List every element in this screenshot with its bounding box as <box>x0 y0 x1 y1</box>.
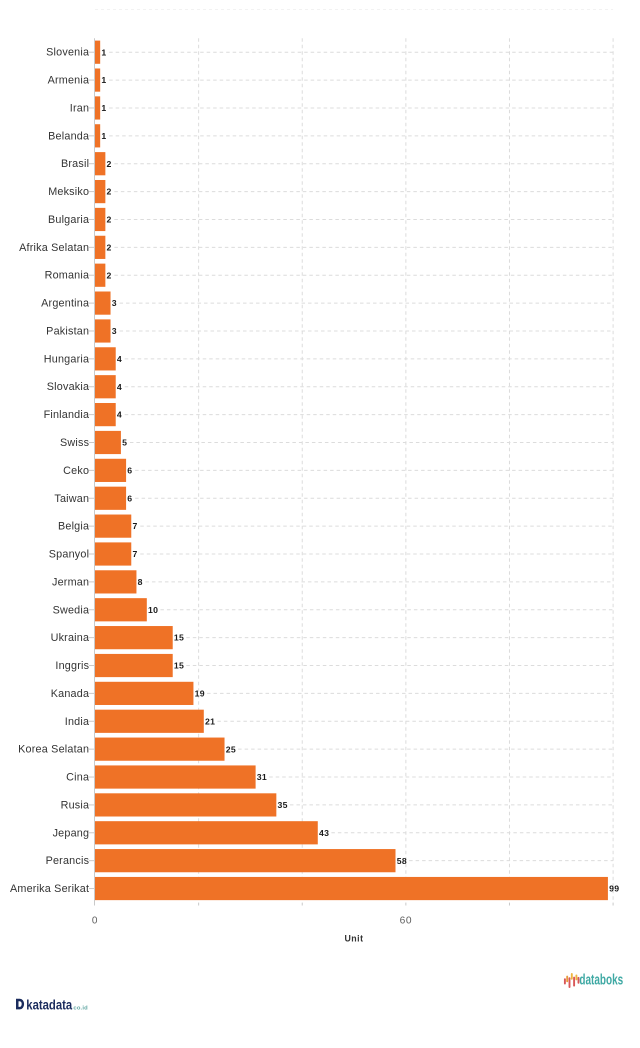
svg-text:31: 31 <box>257 772 267 782</box>
svg-text:2: 2 <box>107 242 112 252</box>
svg-text:2: 2 <box>107 215 112 225</box>
svg-text:katadata: katadata <box>26 997 72 1012</box>
svg-text:15: 15 <box>174 661 184 671</box>
svg-text:Hungaria: Hungaria <box>44 353 89 365</box>
svg-text:58: 58 <box>397 856 407 866</box>
svg-text:3: 3 <box>112 298 117 308</box>
svg-text:Iran: Iran <box>70 102 89 114</box>
svg-text:5: 5 <box>122 438 127 448</box>
svg-text:Cina: Cina <box>66 772 89 784</box>
svg-text:6: 6 <box>127 493 132 503</box>
svg-text:databoks: databoks <box>579 973 623 989</box>
svg-text:Kanada: Kanada <box>51 688 89 700</box>
svg-text:Meksiko: Meksiko <box>48 186 89 198</box>
svg-text:4: 4 <box>117 354 122 364</box>
svg-text:2: 2 <box>107 159 112 169</box>
svg-text:India: India <box>65 716 89 728</box>
svg-text:1: 1 <box>101 131 106 141</box>
svg-text:Unit: Unit <box>344 933 363 943</box>
svg-text:Taiwan: Taiwan <box>54 493 89 505</box>
svg-text:1: 1 <box>101 103 106 113</box>
svg-text:Armenia: Armenia <box>48 75 90 87</box>
svg-text:Swedia: Swedia <box>53 604 90 616</box>
svg-text:Jepang: Jepang <box>53 827 90 839</box>
svg-text:Belgia: Belgia <box>58 521 89 533</box>
svg-text:1: 1 <box>101 75 106 85</box>
svg-text:Slovakia: Slovakia <box>47 381 89 393</box>
svg-text:0: 0 <box>92 915 98 926</box>
svg-text:Rusia: Rusia <box>61 799 90 811</box>
svg-text:co.id: co.id <box>73 1005 88 1011</box>
svg-text:1: 1 <box>101 47 106 57</box>
svg-text:Inggris: Inggris <box>55 660 89 672</box>
svg-text:15: 15 <box>174 633 184 643</box>
svg-text:Pakistan: Pakistan <box>46 325 89 337</box>
svg-text:7: 7 <box>132 549 137 559</box>
svg-text:Korea Selatan: Korea Selatan <box>18 744 89 756</box>
svg-text:Ceko: Ceko <box>63 465 89 477</box>
svg-text:43: 43 <box>319 828 329 838</box>
svg-text:2: 2 <box>107 187 112 197</box>
svg-text:Slovenia: Slovenia <box>46 47 89 59</box>
svg-text:10: 10 <box>148 605 158 615</box>
svg-text:8: 8 <box>138 577 143 587</box>
svg-text:60: 60 <box>400 915 413 926</box>
svg-text:7: 7 <box>132 521 137 531</box>
svg-text:6: 6 <box>127 465 132 475</box>
svg-text:4: 4 <box>117 410 122 420</box>
svg-text:Brasil: Brasil <box>61 158 89 170</box>
svg-text:2: 2 <box>107 270 112 280</box>
svg-text:Swiss: Swiss <box>60 437 90 449</box>
svg-text:Argentina: Argentina <box>41 298 89 310</box>
svg-text:Afrika Selatan: Afrika Selatan <box>19 242 89 254</box>
svg-text:35: 35 <box>278 800 288 810</box>
svg-text:Belanda: Belanda <box>48 130 89 142</box>
svg-text:Ukraina: Ukraina <box>51 632 90 644</box>
svg-text:21: 21 <box>205 716 215 726</box>
svg-text:4: 4 <box>117 382 122 392</box>
svg-text:Spanyol: Spanyol <box>49 549 89 561</box>
svg-text:Perancis: Perancis <box>46 855 90 867</box>
svg-text:Romania: Romania <box>45 270 90 282</box>
svg-text:Jerman: Jerman <box>52 576 89 588</box>
svg-text:19: 19 <box>195 688 205 698</box>
svg-text:3: 3 <box>112 326 117 336</box>
svg-text:Amerika Serikat: Amerika Serikat <box>10 883 89 895</box>
svg-text:25: 25 <box>226 744 236 754</box>
svg-text:Finlandia: Finlandia <box>44 409 90 421</box>
svg-text:99: 99 <box>609 884 619 894</box>
svg-text:Bulgaria: Bulgaria <box>48 214 89 226</box>
